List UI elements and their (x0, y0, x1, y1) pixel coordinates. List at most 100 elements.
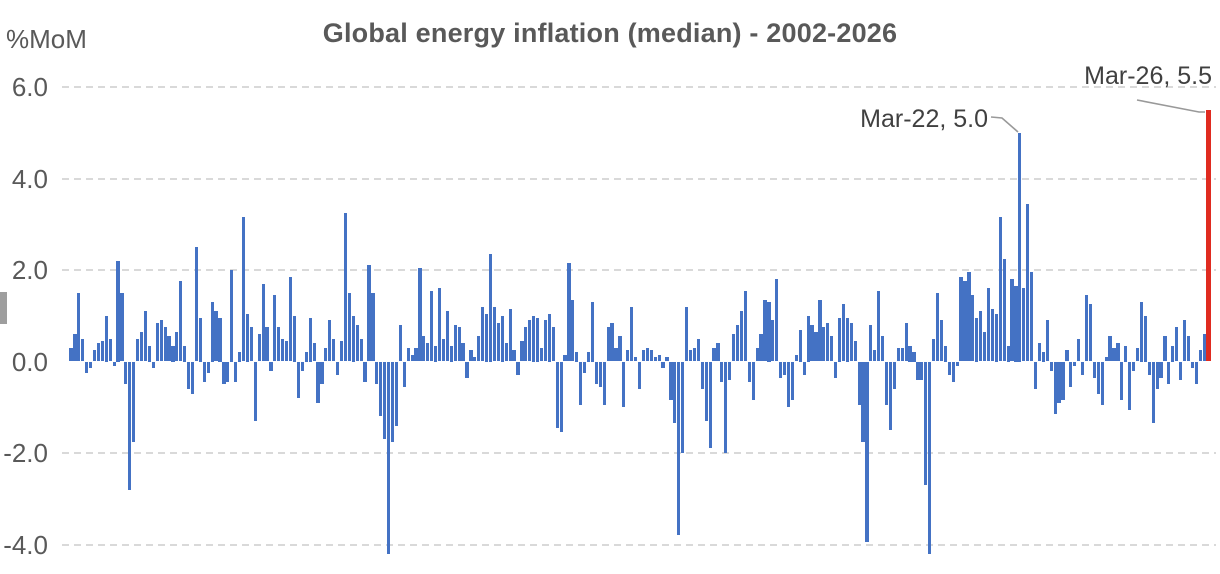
bar (1061, 361, 1065, 401)
bar (779, 361, 783, 378)
bar (1002, 258, 1006, 362)
bar (943, 345, 947, 362)
bar (159, 320, 163, 362)
bar (1143, 315, 1147, 362)
bar (802, 361, 806, 376)
bar (833, 361, 838, 378)
bar (249, 327, 253, 362)
bar (516, 361, 520, 376)
bar (724, 361, 728, 453)
bar (1124, 345, 1128, 362)
bar (1151, 361, 1155, 424)
bar (551, 327, 555, 362)
bar (351, 315, 355, 362)
bar (292, 315, 297, 362)
left-edge-ui-fragment (0, 292, 7, 324)
bar (288, 276, 293, 362)
bar (994, 313, 998, 362)
bar (69, 347, 73, 362)
bar (575, 352, 579, 362)
bar (1175, 327, 1179, 362)
bar (1104, 356, 1108, 362)
bar (716, 343, 720, 362)
bar (626, 350, 630, 362)
gridline--4.0 (62, 543, 1216, 546)
bar (1022, 288, 1026, 362)
gridline-4.0 (62, 177, 1216, 180)
bar (96, 343, 101, 362)
bar (257, 334, 261, 362)
bar (190, 361, 195, 394)
bar (261, 283, 265, 362)
bar (767, 302, 771, 362)
bar (634, 356, 638, 362)
bar (355, 324, 359, 362)
bar (379, 361, 383, 417)
bar (1088, 304, 1093, 362)
bar (598, 361, 602, 387)
bar (963, 281, 967, 362)
bar (622, 361, 626, 408)
bar (649, 350, 653, 362)
bar (453, 324, 457, 362)
bar (387, 361, 391, 554)
bar (336, 361, 340, 376)
bar (1014, 286, 1018, 362)
bar (1006, 345, 1010, 362)
bar (187, 361, 191, 389)
bar (1053, 361, 1057, 415)
mar22-leader-line (990, 116, 1019, 133)
bar (1018, 132, 1022, 362)
bar (535, 318, 540, 362)
bar (477, 336, 481, 362)
bar (990, 308, 995, 362)
bar (579, 361, 583, 405)
bar (669, 361, 673, 401)
bar (869, 324, 873, 362)
bar (465, 361, 469, 378)
bar (837, 318, 842, 362)
bar (147, 345, 152, 362)
bar (614, 347, 618, 362)
annotation-mar-26: Mar-26, 5.5 (1084, 62, 1212, 90)
bar (104, 315, 108, 362)
bar (826, 322, 830, 362)
bar (81, 338, 85, 362)
bar (708, 361, 712, 449)
bar (590, 302, 595, 362)
bar (426, 343, 430, 362)
bar (1116, 343, 1120, 362)
bar (89, 361, 93, 369)
bar (492, 306, 497, 362)
bar (688, 350, 693, 362)
bar (316, 361, 320, 403)
bar (1041, 352, 1046, 362)
bar (849, 322, 853, 362)
bar (751, 361, 755, 401)
bar (877, 290, 881, 362)
bar (210, 302, 214, 362)
bar (814, 331, 818, 362)
bar (1194, 361, 1198, 385)
bar (786, 361, 791, 408)
bar (637, 361, 642, 389)
bar (747, 361, 751, 383)
bar (853, 340, 857, 362)
bar (124, 361, 128, 385)
bar (563, 354, 567, 362)
bar (982, 331, 987, 362)
bar (888, 361, 893, 431)
gridline--2.0 (62, 452, 1216, 454)
bar (1077, 338, 1081, 362)
bar (457, 327, 461, 362)
bar (202, 361, 206, 383)
bar (783, 361, 787, 376)
bar (547, 313, 551, 362)
bar (1084, 295, 1089, 362)
bar (641, 350, 646, 362)
bar (583, 361, 587, 373)
bar (845, 318, 849, 362)
bar (1139, 302, 1144, 362)
bar (512, 350, 516, 362)
bar (253, 361, 257, 421)
